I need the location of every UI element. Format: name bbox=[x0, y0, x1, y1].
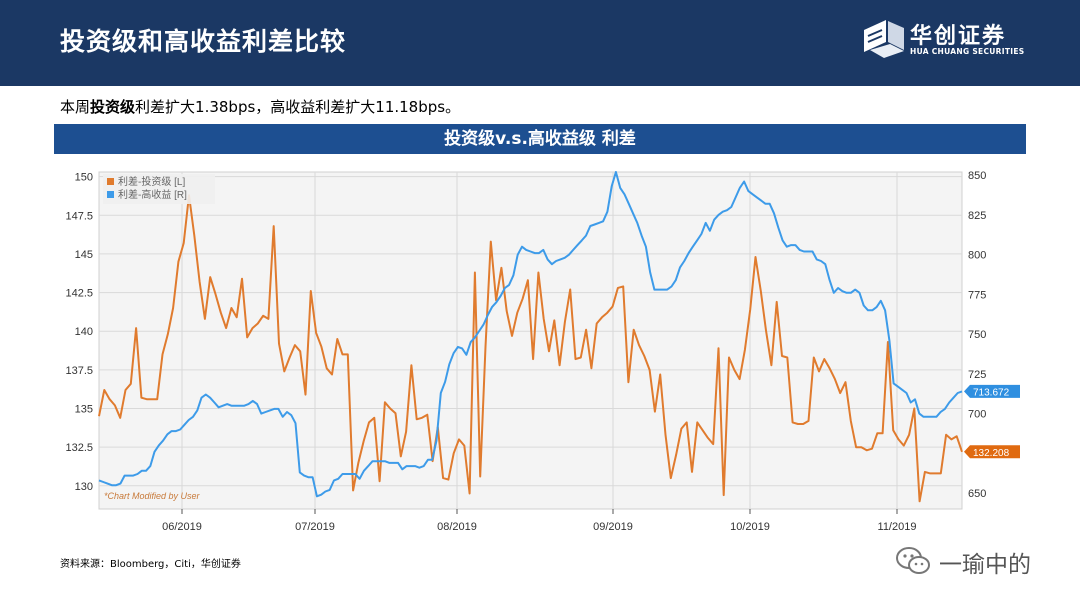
source-note: 资料来源：Bloomberg，Citi，华创证券 bbox=[60, 559, 241, 570]
legend-box bbox=[103, 174, 215, 204]
wechat-watermark: 一瑜中的 bbox=[895, 542, 1065, 582]
y-left-tick-label: 142.5 bbox=[65, 288, 93, 300]
summary-text: 本周投资级利差扩大1.38bps，高收益利差扩大11.18bps。 bbox=[60, 96, 460, 117]
chart-area: 130132.5135137.5140142.5145147.515065067… bbox=[54, 164, 1026, 538]
y-right-tick-label: 850 bbox=[968, 170, 986, 182]
chart-annotation: *Chart Modified by User bbox=[104, 491, 201, 501]
logo-english-text: HUA CHUANG SECURITIES bbox=[910, 47, 1025, 56]
x-tick-label: 08/2019 bbox=[437, 521, 477, 533]
summary-rest: 利差扩大1.38bps，高收益利差扩大11.18bps。 bbox=[135, 98, 461, 116]
y-left-tick-label: 140 bbox=[75, 326, 93, 338]
x-tick-label: 06/2019 bbox=[162, 521, 202, 533]
x-tick-label: 09/2019 bbox=[593, 521, 633, 533]
ig-last-value-tag-label: 132.208 bbox=[973, 448, 1010, 459]
hy-last-value-tag-label: 713.672 bbox=[973, 387, 1010, 398]
y-right-tick-label: 800 bbox=[968, 250, 986, 262]
y-left-tick-label: 147.5 bbox=[65, 210, 93, 222]
series-ig-legend-label: 利差-投资级 [L] bbox=[118, 175, 185, 188]
hy-last-value-tag-bg bbox=[964, 384, 1020, 398]
series-hy-legend-swatch bbox=[107, 191, 114, 198]
logo-chinese-text: 华创证券 bbox=[910, 24, 1007, 49]
x-tick-label: 11/2019 bbox=[878, 521, 917, 533]
summary-prefix: 本周 bbox=[60, 98, 91, 116]
y-left-tick-label: 135 bbox=[75, 404, 93, 416]
y-left-tick-label: 145 bbox=[75, 249, 93, 261]
y-right-tick-label: 700 bbox=[968, 409, 986, 421]
y-left-tick-label: 132.5 bbox=[65, 442, 93, 454]
watermark-text: 一瑜中的 bbox=[939, 552, 1031, 578]
plot-area bbox=[98, 171, 963, 510]
x-tick-label: 10/2019 bbox=[730, 521, 770, 533]
series-ig-legend-swatch bbox=[107, 178, 114, 185]
wechat-icon bbox=[896, 547, 930, 574]
y-left-tick-label: 130 bbox=[75, 481, 93, 493]
y-left-tick-label: 137.5 bbox=[65, 365, 93, 377]
company-logo: 华创证券 HUA CHUANG SECURITIES bbox=[864, 18, 1064, 62]
y-left-tick-label: 150 bbox=[75, 172, 93, 184]
chart-title-bar: 投资级v.s.高收益级 利差 bbox=[54, 124, 1026, 154]
y-right-tick-label: 650 bbox=[968, 488, 986, 500]
y-right-tick-label: 775 bbox=[968, 289, 986, 301]
summary-bold: 投资级 bbox=[90, 98, 136, 116]
logo-mark-icon bbox=[864, 20, 904, 58]
x-tick-label: 07/2019 bbox=[295, 521, 335, 533]
series-hy-legend-label: 利差-高收益 [R] bbox=[118, 188, 187, 201]
y-right-tick-label: 725 bbox=[968, 369, 986, 381]
series-hy-line bbox=[98, 171, 963, 498]
spread-chart: 130132.5135137.5140142.5145147.515065067… bbox=[54, 164, 1026, 538]
y-right-tick-label: 750 bbox=[968, 329, 986, 341]
header-bar: 投资级和高收益利差比较 华创证券 HUA CHUANG SECURITIES bbox=[0, 0, 1080, 86]
page-title: 投资级和高收益利差比较 bbox=[60, 27, 347, 56]
y-right-tick-label: 825 bbox=[968, 210, 986, 222]
ig-last-value-tag-bg bbox=[964, 445, 1020, 459]
series-ig-line bbox=[98, 194, 963, 503]
